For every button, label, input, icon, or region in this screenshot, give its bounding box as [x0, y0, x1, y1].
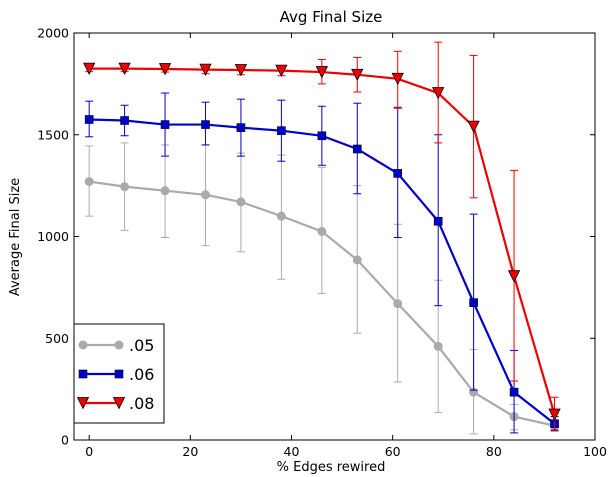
data-point: [201, 190, 211, 200]
data-point: [234, 64, 248, 77]
series-1: [84, 92, 559, 434]
legend-marker: [112, 397, 126, 410]
data-point: [158, 63, 172, 76]
plot-area: [83, 41, 561, 435]
legend-item-2: .08: [76, 394, 154, 413]
legend-label: .06: [129, 365, 154, 384]
legend-item-1: .06: [78, 365, 154, 384]
data-point: [83, 62, 96, 76]
data-point: [84, 177, 94, 187]
data-point: [433, 216, 443, 226]
legend-marker: [114, 340, 124, 350]
data-point: [236, 197, 246, 207]
data-point: [393, 299, 403, 309]
y-tick-label: 500: [45, 331, 69, 346]
data-point: [393, 169, 403, 178]
legend-item-0: .05: [78, 336, 154, 355]
data-point: [352, 255, 362, 265]
data-point: [467, 120, 480, 134]
data-point: [317, 131, 327, 141]
y-tick-label: 1500: [37, 127, 69, 142]
data-point: [199, 63, 212, 77]
data-point: [118, 62, 131, 76]
y-tick-label: 0: [61, 433, 69, 448]
legend-label: .05: [129, 336, 154, 355]
legend: .05 .06 .08: [73, 323, 165, 424]
series-0: [84, 142, 560, 435]
legend-label: .08: [129, 394, 154, 413]
y-axis-title: Average Final Size: [8, 178, 23, 296]
data-point: [277, 126, 286, 135]
data-point: [469, 298, 478, 307]
data-point: [236, 123, 246, 132]
data-point: [317, 226, 327, 236]
y-tick-label: 1000: [37, 229, 69, 244]
legend-marker: [78, 340, 88, 350]
x-tick-label: 20: [182, 444, 198, 459]
chart-title: Avg Final Size: [280, 8, 383, 26]
data-point: [433, 341, 443, 351]
x-axis-title: % Edges rewired: [277, 460, 386, 475]
legend-marker: [114, 369, 124, 379]
data-point: [120, 116, 129, 125]
series-2: [83, 41, 561, 431]
y-tick-label: 2000: [37, 26, 69, 41]
data-point: [391, 72, 404, 86]
x-tick-label: 40: [284, 444, 300, 459]
x-tick-label: 60: [385, 444, 401, 459]
x-tick-label: 80: [486, 444, 502, 459]
data-point: [201, 120, 210, 129]
data-point: [351, 68, 364, 82]
x-tick-label: 0: [85, 444, 93, 459]
data-point: [120, 182, 130, 192]
x-tick-label: 100: [583, 444, 607, 459]
legend-marker: [78, 369, 88, 379]
data-point: [548, 408, 561, 421]
data-point: [84, 115, 94, 124]
data-point: [432, 87, 445, 100]
data-point: [160, 120, 170, 129]
data-point: [507, 270, 521, 283]
data-point: [352, 144, 362, 154]
data-point: [160, 186, 170, 196]
data-point: [275, 64, 288, 78]
data-point: [315, 66, 329, 79]
data-point: [276, 211, 286, 221]
data-point: [509, 387, 519, 397]
legend-marker: [76, 397, 90, 410]
